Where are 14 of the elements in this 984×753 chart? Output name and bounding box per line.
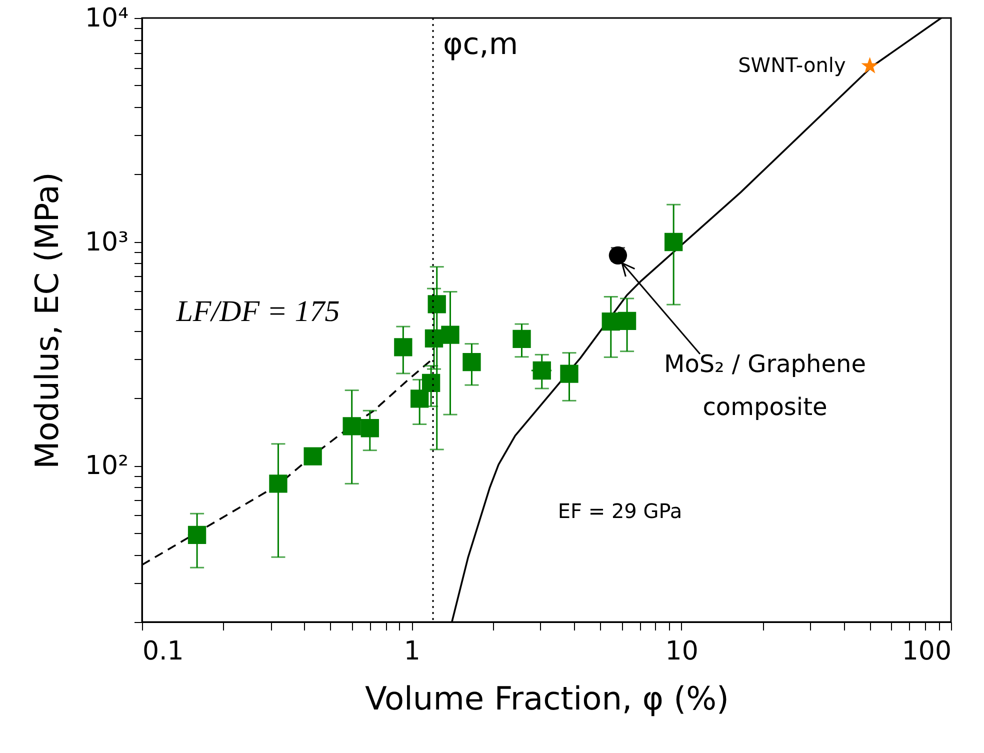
y-tick-label: 10⁴ [84,4,128,34]
x-tick-label: 100 [902,636,952,666]
annotation: LF/DF = 175 [175,295,340,328]
y-axis-title: Modulus, EC (MPa) [28,172,66,469]
annotation: EF = 29 GPa [558,499,682,523]
ref-line-label: φc,m [443,27,518,62]
annotation: SWNT-only [738,53,846,78]
annotation: MoS₂ / Graphene composite [664,350,866,421]
x-tick-label: 0.1 [142,636,184,666]
x-tick-label: 10 [665,636,698,666]
y-tick-label: 10³ [84,227,128,258]
x-axis-title: Volume Fraction, φ (%) [365,680,729,718]
x-tick-label: 1 [404,636,420,666]
y-tick-label: 10² [84,451,128,482]
